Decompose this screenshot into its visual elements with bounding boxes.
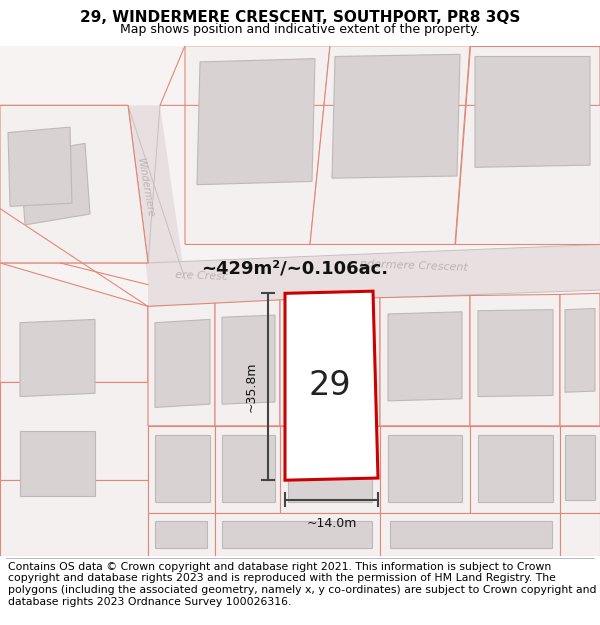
Polygon shape	[380, 426, 470, 512]
Polygon shape	[215, 426, 280, 512]
Polygon shape	[0, 106, 148, 263]
Polygon shape	[390, 521, 552, 548]
Polygon shape	[20, 319, 95, 396]
Polygon shape	[380, 296, 470, 426]
Polygon shape	[388, 312, 462, 401]
Text: Contains OS data © Crown copyright and database right 2021. This information is : Contains OS data © Crown copyright and d…	[8, 562, 596, 606]
Polygon shape	[560, 293, 600, 426]
Polygon shape	[215, 512, 380, 556]
Polygon shape	[565, 434, 595, 500]
Polygon shape	[155, 521, 207, 548]
Polygon shape	[20, 143, 90, 225]
Polygon shape	[470, 294, 560, 426]
Polygon shape	[128, 106, 185, 284]
Polygon shape	[560, 512, 600, 556]
Text: Map shows position and indicative extent of the property.: Map shows position and indicative extent…	[120, 22, 480, 36]
Polygon shape	[215, 300, 280, 426]
Polygon shape	[380, 512, 560, 556]
Text: Windermere: Windermere	[135, 156, 155, 218]
Polygon shape	[155, 434, 210, 502]
Polygon shape	[310, 46, 470, 244]
Polygon shape	[288, 434, 372, 502]
Text: ~429m²/~0.106ac.: ~429m²/~0.106ac.	[202, 259, 389, 278]
Polygon shape	[565, 309, 595, 392]
Polygon shape	[478, 309, 553, 396]
Polygon shape	[148, 426, 215, 512]
Polygon shape	[285, 291, 378, 480]
Polygon shape	[222, 521, 372, 548]
Polygon shape	[148, 303, 215, 426]
Polygon shape	[0, 382, 148, 480]
Polygon shape	[8, 127, 72, 206]
Polygon shape	[222, 315, 275, 404]
Polygon shape	[222, 434, 275, 502]
Text: ~35.8m: ~35.8m	[245, 361, 258, 412]
Text: 29, WINDERMERE CRESCENT, SOUTHPORT, PR8 3QS: 29, WINDERMERE CRESCENT, SOUTHPORT, PR8 …	[80, 10, 520, 25]
Polygon shape	[185, 46, 330, 244]
Text: ~14.0m: ~14.0m	[307, 517, 356, 530]
Polygon shape	[455, 46, 600, 244]
Polygon shape	[155, 319, 210, 408]
Polygon shape	[0, 106, 148, 263]
Polygon shape	[280, 298, 380, 426]
Polygon shape	[332, 54, 460, 178]
Text: ndermere Crescent: ndermere Crescent	[360, 259, 468, 273]
Polygon shape	[197, 59, 315, 185]
Polygon shape	[478, 434, 553, 502]
Polygon shape	[0, 46, 600, 556]
Text: 29: 29	[308, 369, 352, 402]
Polygon shape	[560, 426, 600, 512]
Polygon shape	[0, 480, 148, 556]
Polygon shape	[148, 512, 215, 556]
Polygon shape	[20, 431, 95, 496]
Polygon shape	[148, 244, 600, 306]
Polygon shape	[0, 263, 148, 382]
Text: ere Cresc: ere Cresc	[175, 270, 229, 282]
Polygon shape	[470, 426, 560, 512]
Polygon shape	[475, 56, 590, 168]
Polygon shape	[388, 434, 462, 502]
Polygon shape	[280, 426, 380, 512]
